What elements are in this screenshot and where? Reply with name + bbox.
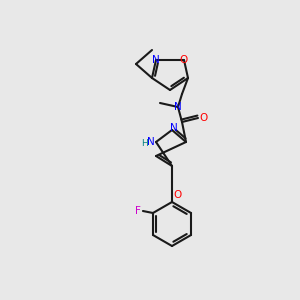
- Text: H: H: [141, 139, 147, 148]
- Text: O: O: [180, 55, 188, 65]
- Text: N: N: [147, 137, 155, 147]
- Text: N: N: [152, 55, 160, 65]
- Text: N: N: [170, 123, 178, 133]
- Text: N: N: [174, 102, 182, 112]
- Text: F: F: [135, 206, 141, 216]
- Text: O: O: [199, 113, 207, 123]
- Text: O: O: [174, 190, 182, 200]
